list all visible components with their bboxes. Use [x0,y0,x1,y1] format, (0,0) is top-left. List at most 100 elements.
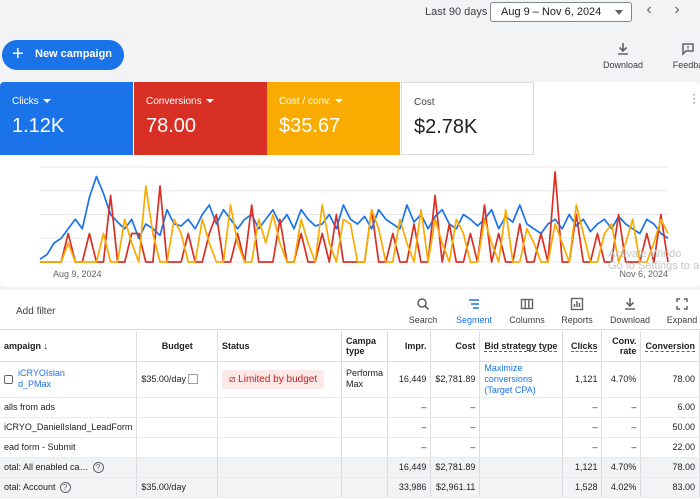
segment-icon [469,299,479,309]
total-label-cell: otal: All enabled ca…? [0,457,138,478]
conv-rate-cell: – [601,437,642,458]
conv-rate-cell: – [601,417,642,438]
add-filter-button[interactable]: Add filter [16,306,56,317]
segment-tool-button[interactable]: Segment [454,297,494,325]
clicks-cell: – [562,437,603,458]
expand-tool-label: Expand [666,315,698,325]
budget-value: $35.00/day [141,373,186,384]
campaign-checkbox-icon[interactable] [4,374,13,384]
bid-strategy-cell: Maximize conversions (Target CPA) [479,361,563,398]
status-cell: ⧄ Limited by budget [217,361,342,398]
table-total-row: otal: Account? $35.00/day 33,986 $2,961.… [0,477,700,498]
date-range-value: Aug 9 – Nov 6, 2024 [501,6,602,18]
empty-cell [479,437,563,458]
chevron-right-icon[interactable]: › [674,1,680,18]
budget-chart-icon[interactable] [188,374,199,385]
columns-tool-label: Columns [509,315,545,325]
conv-rate-cell: 4.70% [601,361,642,398]
metric-conversions[interactable]: Conversions 78.00 [134,82,267,155]
download-icon [625,298,635,310]
segment-tool-label: Segment [455,315,493,325]
search-tool-button[interactable]: Search [404,297,442,325]
more-vert-icon[interactable]: · · · [692,87,696,109]
help-icon[interactable]: ? [59,481,71,493]
campaign-table: ampaign ↓ Budget Status Campa type Impr.… [0,331,700,498]
feedback-label: Feedba [672,60,700,70]
empty-cell [479,397,563,418]
trend-icon: ⧄ [229,373,236,385]
download-button[interactable]: Download [600,42,646,70]
empty-cell [136,457,218,478]
impr-cell: – [387,437,432,458]
budget-cell: $35.00/day [136,477,218,498]
activate-windows-watermark: Activate Windo Go to Settings to ac [608,248,700,272]
impr-cell: 16,449 [387,361,432,398]
watermark-line-1: Activate Windo [608,248,682,260]
column-header-bid-strategy[interactable]: Bid strategy type [479,331,563,362]
cost-cell: – [430,437,481,458]
chevron-left-icon[interactable]: ‹ [646,1,652,18]
cost-cell: – [430,417,481,438]
column-header-impr[interactable]: Impr. [387,331,432,362]
empty-cell [341,457,388,478]
column-header-campaign-type[interactable]: Campa type [341,331,388,362]
empty-cell [217,477,342,498]
bid-strategy-link[interactable]: Maximize conversions (Target CPA) [484,362,536,395]
date-range-picker[interactable]: Aug 9 – Nov 6, 2024 [490,2,632,22]
conv-rate-cell: 4.02% [601,477,642,498]
conversion-action-cell: ead form - Submit [0,437,138,458]
column-header-cost[interactable]: Cost [430,331,481,362]
feedback-button[interactable]: Feedba [668,42,700,70]
status-badge[interactable]: ⧄ Limited by budget [222,369,325,389]
column-header-campaign[interactable]: ampaign ↓ [0,331,138,362]
conversions-cell: 78.00 [640,457,700,478]
column-header-clicks[interactable]: Clicks [562,331,603,362]
table-toolbar: Add filter Search Segment Columns Report… [0,290,700,330]
metric-cost-label: Cost [414,97,435,108]
column-header-conversions[interactable]: Conversion [640,331,700,362]
column-header-conversions-label: Conversion [645,340,695,352]
metric-cost[interactable]: Cost $2.78K [401,82,534,155]
budget-cell: $35.00/day [136,361,218,398]
empty-cell [136,437,218,458]
column-header-budget[interactable]: Budget [136,331,218,362]
column-header-conv-rate[interactable]: Conv. rate [601,331,642,362]
help-icon[interactable]: ? [92,461,104,473]
chart-series-line-1 [40,170,669,263]
empty-cell [479,417,563,438]
conversions-cell: 83.00 [640,477,700,498]
campaign-name-link[interactable]: iCRYOIslan d_PMax [18,368,65,389]
campaign-cell: iCRYOIslan d_PMax [0,361,138,398]
total-label-cell: otal: Account? [0,477,138,498]
impr-cell: 33,986 [387,477,432,498]
column-header-status[interactable]: Status [217,331,342,362]
reports-tool-button[interactable]: Reports [558,297,596,325]
columns-tool-button[interactable]: Columns [506,297,548,325]
clicks-cell: 1,528 [562,477,603,498]
cost-cell: $2,781.89 [430,361,481,398]
impr-cell: – [387,417,432,438]
table-header-row: ampaign ↓ Budget Status Campa type Impr.… [0,331,700,362]
status-badge-label: Limited by budget [238,373,318,385]
conv-rate-cell: – [601,397,642,418]
download-tool-button[interactable]: Download [608,297,652,325]
conversions-cell: 50.00 [640,417,700,438]
campaign-type-cell: Performa Max [341,361,388,398]
new-campaign-button[interactable]: + New campaign [2,40,124,70]
download-tool-label: Download [609,315,651,325]
chart-x-tick-label-end: Nov 6, 2024 [619,269,668,279]
clicks-cell: 1,121 [562,457,603,478]
metric-cost-per-conv[interactable]: Cost / conv. $35.67 [267,82,400,155]
column-header-clicks-label: Clicks [570,340,598,352]
empty-cell [217,457,342,478]
arrow-down-icon: ↓ [43,340,49,351]
search-icon [417,298,430,311]
reports-tool-label: Reports [561,315,593,325]
chart-series-line-0 [39,175,669,260]
conversions-cell: 6.00 [640,397,700,418]
metric-clicks[interactable]: Clicks 1.12K [0,82,133,155]
conversions-cell: 22.00 [640,437,700,458]
expand-tool-button[interactable]: Expand [664,297,700,325]
dropdown-caret-icon [335,99,344,104]
download-icon [618,43,628,55]
